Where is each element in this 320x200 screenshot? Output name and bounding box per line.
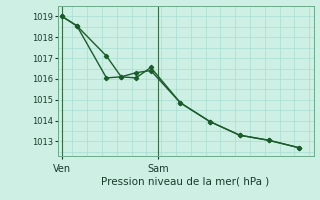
X-axis label: Pression niveau de la mer( hPa ): Pression niveau de la mer( hPa ) bbox=[101, 176, 270, 186]
